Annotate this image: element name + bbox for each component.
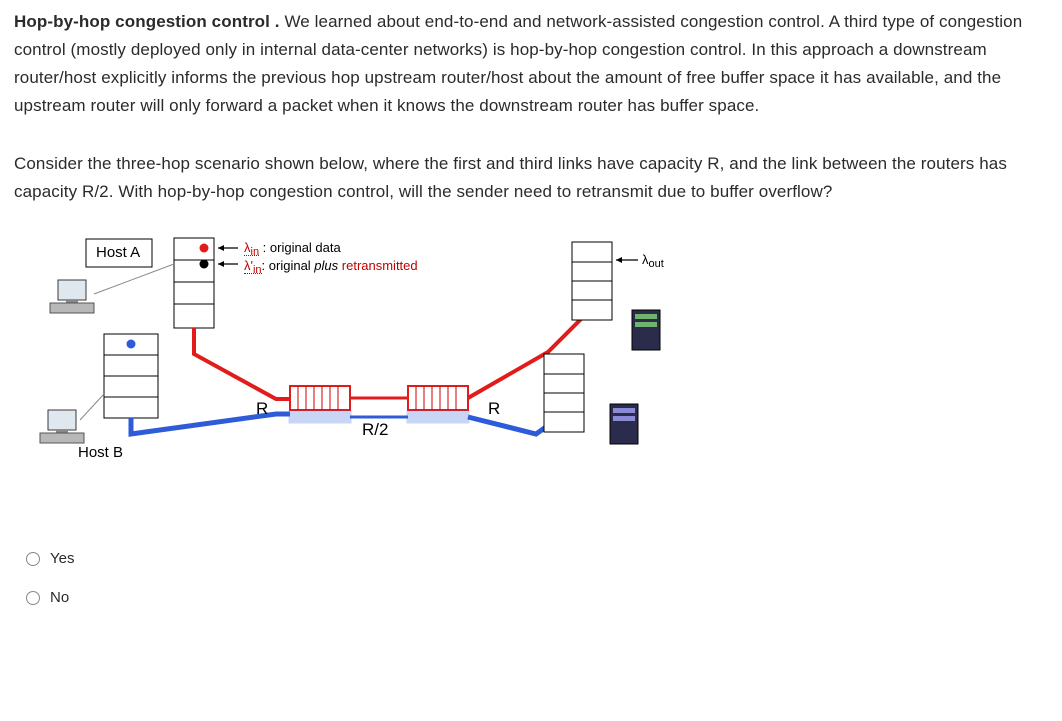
radio-icon[interactable]	[26, 552, 40, 566]
option-no[interactable]: No	[26, 589, 1048, 606]
link-r2-label: R/2	[362, 420, 388, 440]
network-diagram: R R	[36, 234, 736, 494]
question-paragraph-1: Hop-by-hop congestion control . We learn…	[14, 8, 1048, 120]
lambda-in-label: λin : original data	[244, 240, 341, 255]
host-a-label: Host A	[96, 244, 140, 261]
answer-options: Yes No	[26, 550, 1048, 606]
lambda-in-prime-label: λ'in: original plus retransmitted	[244, 258, 418, 273]
svg-text:R: R	[488, 399, 500, 418]
option-yes-label: Yes	[50, 550, 74, 567]
question-paragraph-2: Consider the three-hop scenario shown be…	[14, 150, 1048, 206]
title-bold: Hop-by-hop congestion control .	[14, 12, 280, 31]
svg-text:R: R	[256, 399, 268, 418]
option-yes[interactable]: Yes	[26, 550, 1048, 567]
option-no-label: No	[50, 589, 69, 606]
lambda-out-label: λout	[642, 252, 664, 267]
radio-icon[interactable]	[26, 591, 40, 605]
host-b-label: Host B	[78, 444, 123, 461]
